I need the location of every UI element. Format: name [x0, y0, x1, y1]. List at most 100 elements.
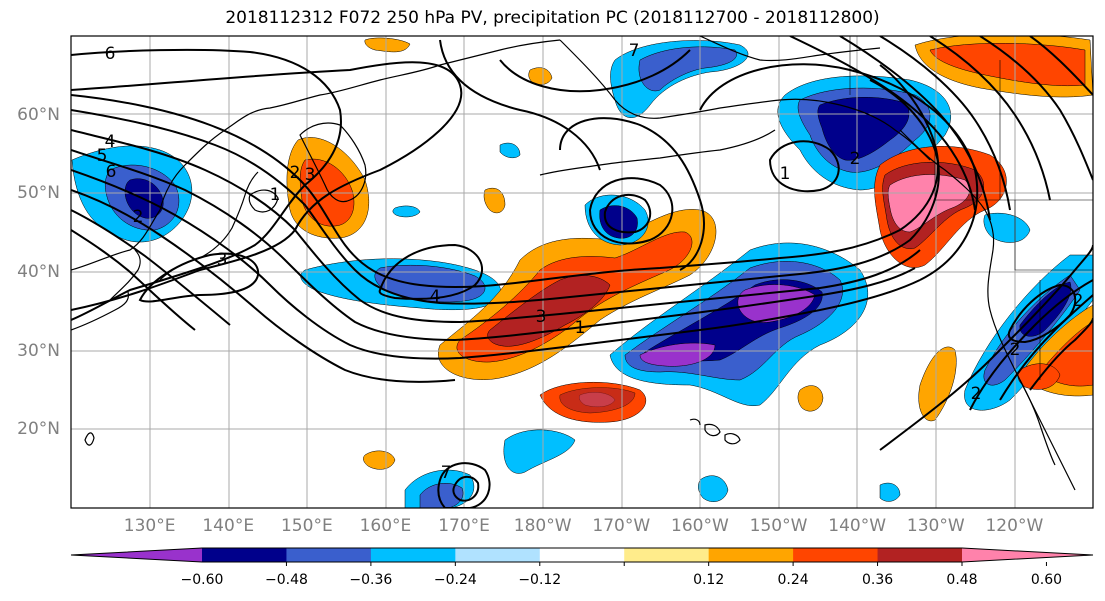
pv-contour-label: 3: [217, 250, 228, 270]
latitude-label: 60°N: [17, 104, 60, 125]
pv-contour-line: [71, 229, 196, 331]
colorbar-tick-label: −0.60: [180, 572, 224, 588]
pv-contour-line: [1007, 283, 1077, 344]
pv-contour-line: [768, 140, 840, 193]
pv-contour-label: 3: [536, 307, 547, 327]
pv-contour-line: [1029, 317, 1093, 391]
pv-contour-line: [71, 48, 342, 321]
longitude-label: 170°W: [592, 516, 651, 536]
pv-contour-line: [879, 36, 1011, 211]
coastline-hokkaido: [248, 189, 279, 213]
colorbar-cell: [708, 548, 794, 562]
pv-contour-label: 2: [290, 163, 301, 183]
colorbar-cell: [539, 548, 625, 562]
pv-contour-line: [499, 49, 691, 93]
coastline-hawaii: [689, 418, 741, 445]
longitude-label: 140°W: [828, 516, 887, 536]
pv-contours: [71, 36, 1093, 508]
colorbar-cell: [624, 548, 710, 562]
map-panel: 6 4 5 6 2 1 3 3 2 4 3 1 1 2 2 2 7 7 2: [70, 35, 1094, 509]
pv-contour-label: 2: [133, 207, 144, 227]
pv-contour-line: [452, 475, 480, 502]
pv-contour-line: [71, 209, 231, 326]
coastline-korea: [109, 249, 141, 301]
latitude-label: 50°N: [17, 183, 60, 204]
precip-anomaly-neg-small-2: [499, 142, 521, 159]
colorbar-cell: [202, 548, 287, 562]
colorbar-tick-label: 0.12: [693, 572, 725, 588]
pv-contour-line: [929, 36, 1051, 201]
pv-contour-line: [1029, 36, 1093, 96]
coastline-alaska-north: [699, 36, 881, 62]
pv-contour-line: [71, 61, 463, 311]
colorbar-tick-label: −0.48: [264, 572, 308, 588]
pv-contour-label: 1: [575, 318, 586, 338]
precip-anomaly-neg-east-band-purple2: [639, 342, 716, 367]
pv-contour-label: 1: [270, 185, 281, 205]
pv-contour-label: 2: [1073, 291, 1084, 311]
precip-anomaly-pos-small-3: [364, 37, 411, 53]
latitude-label: 30°N: [17, 340, 60, 361]
colorbar-tick-label: 0.60: [1030, 572, 1063, 588]
coastline-us-west: [987, 249, 1076, 491]
coastline-kamchatka: [299, 122, 367, 203]
pv-contour-label: 2: [1010, 340, 1021, 360]
latitude-label: 20°N: [17, 419, 60, 440]
colorbar-cell: [455, 548, 541, 562]
precip-anomaly-neg-western-us-dark: [1019, 281, 1072, 337]
precip-anomaly-pos-small-6: [1017, 363, 1061, 390]
pv-contour-line: [138, 252, 260, 303]
colorbar: [70, 547, 1094, 566]
pv-contour-line: [969, 279, 1093, 411]
pv-contour-line: [71, 79, 940, 305]
longitude-label: 150°E: [280, 516, 333, 536]
precip-anomaly-pos-west-coast-mexico: [918, 346, 957, 422]
coastline-aleutians: [539, 129, 776, 176]
pv-contour-line: [71, 189, 456, 383]
longitude-label: 130°W: [906, 516, 965, 536]
pv-contour-line: [839, 36, 991, 221]
colorbar-tick-label: 0.36: [861, 572, 894, 588]
pv-contour-line: [603, 193, 652, 234]
pv-contour-line: [71, 129, 921, 324]
colorbar-tick-label: −0.12: [518, 572, 562, 588]
longitude-label: 120°W: [985, 516, 1044, 536]
precip-anomaly-neg-gulf-alaska-dark: [817, 97, 910, 161]
longitude-label: 180°W: [513, 516, 572, 536]
colorbar-cell: [71, 548, 202, 562]
pv-contour-label: 1: [780, 164, 791, 184]
pv-contour-label: 3: [305, 165, 316, 185]
pv-contour-label: 2: [971, 384, 982, 404]
longitude-label: 160°E: [359, 516, 412, 536]
precip-anomaly-pos-central-band-dark: [487, 275, 611, 347]
colorbar-tick-label: 0.24: [777, 572, 809, 588]
coastline-china: [71, 291, 130, 331]
pv-contour-line: [999, 294, 1093, 401]
longitude-label: 140°E: [202, 516, 255, 536]
colorbar-tick-label: 0.48: [946, 572, 978, 588]
colorbar-outline: [70, 547, 1094, 563]
precip-anomaly-neg-bering-core: [638, 46, 737, 92]
pv-contour-line: [699, 63, 979, 281]
pv-contour-line: [71, 149, 916, 342]
colorbar-cell: [286, 548, 372, 562]
coastline-taiwan: [84, 432, 95, 446]
map-frame: [70, 35, 1094, 509]
colorbar-cell: [793, 548, 879, 562]
precip-anomaly-neg-small-3: [983, 212, 1031, 243]
latitude-label: 40°N: [17, 262, 60, 282]
coastline-baja: [1019, 379, 1056, 466]
pv-contour-line: [378, 243, 484, 300]
colorbar-tick-label: −0.24: [433, 572, 477, 588]
coastline-bc-coast: [899, 129, 995, 251]
pv-contour-line: [439, 39, 601, 171]
pv-contour-line: [437, 462, 491, 508]
pv-contour-line: [789, 36, 976, 211]
precip-anomaly-pos-small-2: [363, 450, 396, 470]
precip-anomaly-neg-aleutian-south-core: [599, 205, 638, 239]
precip-anomaly-neg-small-5: [879, 482, 901, 502]
precip-anomaly-pos-hawaii-north-dark: [559, 387, 636, 414]
pv-contour-line: [588, 177, 674, 245]
pv-contour-label: 6: [105, 44, 116, 64]
pv-contour-label: 6: [106, 162, 117, 182]
